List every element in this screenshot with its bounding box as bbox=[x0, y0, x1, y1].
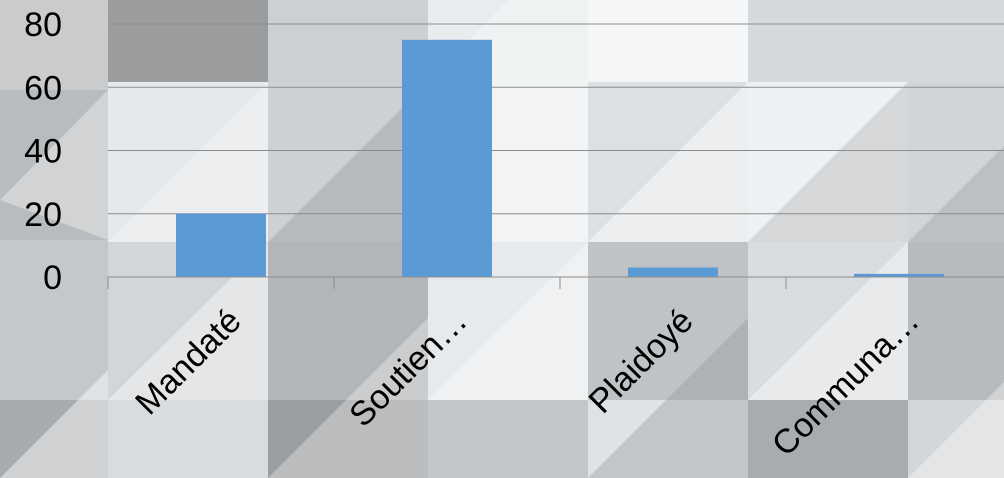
x-axis bbox=[107, 276, 1004, 289]
grid-lines bbox=[108, 23, 1004, 215]
category-label: Communa… bbox=[765, 302, 927, 464]
category-label: Mandaté bbox=[128, 302, 248, 422]
y-tick-labels: 0 20 40 60 80 bbox=[24, 6, 62, 297]
y-tick-label: 20 bbox=[24, 196, 62, 234]
category-label: Plaidoyé bbox=[582, 302, 701, 421]
bar bbox=[854, 273, 944, 277]
y-tick-label: 80 bbox=[24, 6, 62, 44]
y-tick-label: 0 bbox=[43, 259, 62, 297]
bar bbox=[402, 39, 492, 277]
bar bbox=[176, 213, 266, 277]
y-tick-label: 40 bbox=[24, 133, 62, 171]
category-labels: Mandaté Soutien… Plaidoyé Communa… bbox=[128, 302, 926, 464]
bar bbox=[628, 267, 718, 277]
y-tick-label: 60 bbox=[24, 69, 62, 107]
category-label: Soutien… bbox=[342, 302, 474, 434]
bars bbox=[176, 39, 944, 277]
